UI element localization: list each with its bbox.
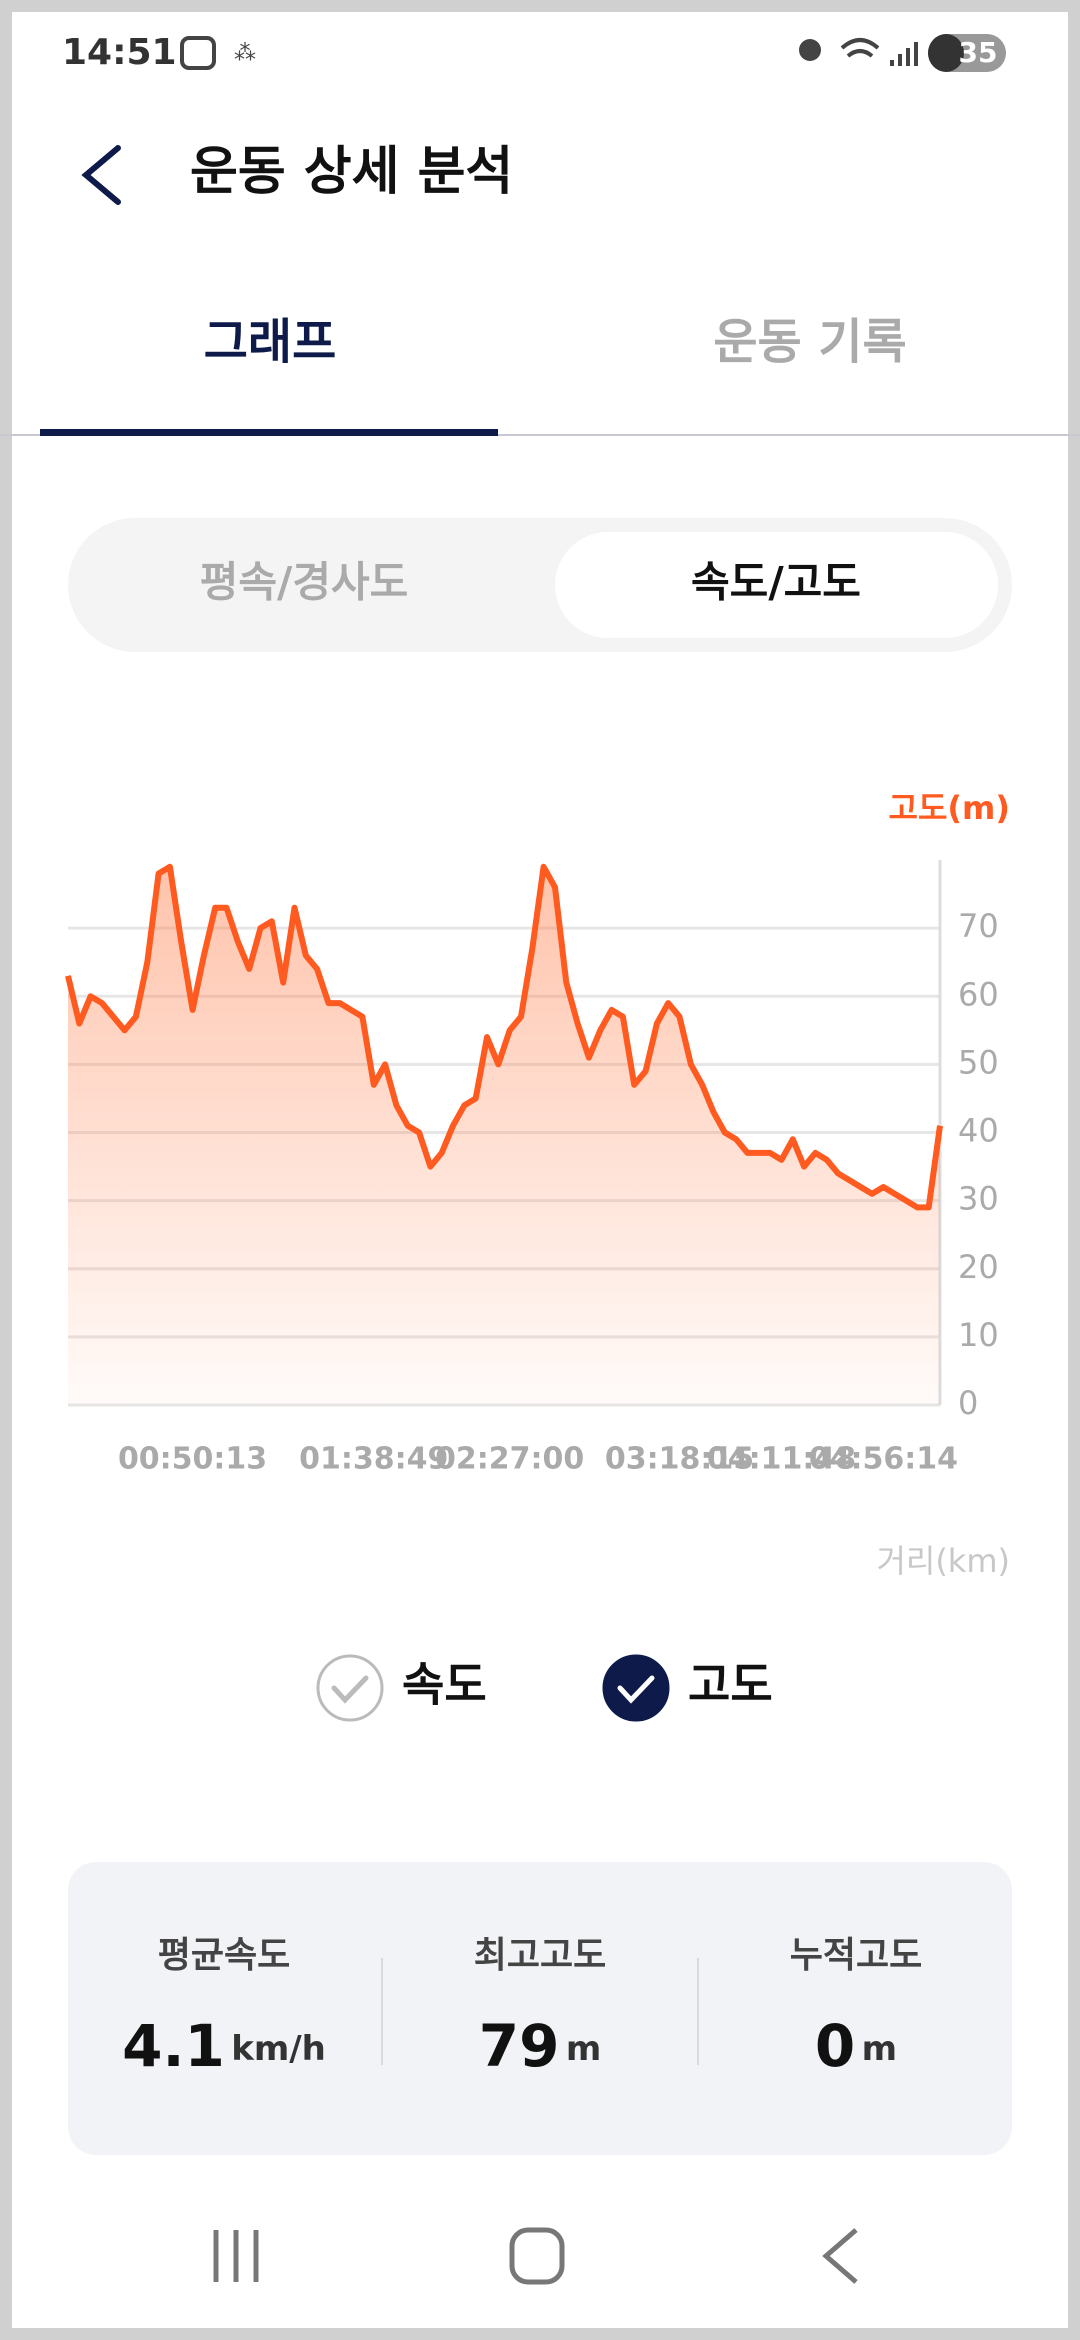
- toggle-label: 고도: [688, 1658, 773, 1712]
- x-tick-label: 01:38:49: [299, 1442, 448, 1477]
- stat-number: 79: [479, 2012, 560, 2080]
- wifi-icon: [840, 38, 880, 58]
- nav-back[interactable]: [822, 2228, 858, 2284]
- toggle[interactable]: 속도: [316, 1654, 487, 1722]
- stat-value: 4.1 km/h: [122, 2012, 326, 2080]
- nav-recent[interactable]: [213, 2230, 259, 2282]
- line: [65, 863, 943, 1211]
- stats-card: [68, 1862, 1012, 2155]
- stat-unit: km/h: [231, 2029, 326, 2069]
- tab[interactable]: 그래프: [204, 314, 336, 370]
- status-icon: ⁂: [234, 41, 256, 66]
- tab[interactable]: 운동 기록: [713, 314, 906, 370]
- y-tick-label: 40: [958, 1112, 999, 1150]
- check-mark: [617, 1675, 655, 1704]
- stat-value: 79 m: [479, 2012, 602, 2080]
- stat-label: 최고고도: [474, 1935, 606, 1976]
- location-icon: [799, 39, 821, 61]
- back-button[interactable]: [81, 145, 121, 205]
- tab-indicator: [40, 429, 498, 436]
- battery-text: 35: [959, 36, 998, 69]
- check-mark: [331, 1675, 369, 1704]
- signal-icon: [890, 42, 918, 66]
- stat-label: 평균속도: [158, 1935, 290, 1976]
- area: [68, 866, 940, 1405]
- stat-number: 0: [815, 2012, 855, 2080]
- stat-value: 0 m: [815, 2012, 897, 2080]
- toggle-check: [602, 1654, 670, 1722]
- segment[interactable]: 속도/고도: [691, 558, 861, 607]
- battery-level: [928, 34, 964, 72]
- toggle-check: [316, 1654, 384, 1722]
- y-tick-label: 0: [958, 1384, 978, 1422]
- x-axis-title: 거리(km): [876, 1542, 1010, 1580]
- segment-selected: [555, 532, 998, 638]
- x-tick-label: 00:50:13: [118, 1442, 267, 1477]
- stat-label: 누적고도: [790, 1935, 922, 1976]
- nav-home[interactable]: [509, 2227, 565, 2285]
- header-title: 운동 상세 분석: [190, 142, 513, 202]
- stat-number: 4.1: [122, 2012, 225, 2080]
- stat-unit: m: [862, 2029, 897, 2069]
- y-tick-label: 60: [958, 975, 999, 1013]
- stat-unit: m: [566, 2029, 601, 2069]
- y-axis-title: 고도(m): [889, 789, 1010, 827]
- status-time: 14:51: [62, 32, 177, 73]
- y-tick-label: 50: [958, 1043, 999, 1081]
- toggle[interactable]: 고도: [602, 1654, 773, 1722]
- segment[interactable]: 평속/경사도: [200, 558, 409, 607]
- x-tick-label: 04:11:48: [707, 1442, 856, 1477]
- x-tick-label: 02:27:00: [435, 1442, 584, 1477]
- y-tick-label: 10: [958, 1316, 999, 1354]
- toggle-label: 속도: [402, 1658, 487, 1712]
- status-icon: [180, 36, 216, 70]
- y-tick-label: 20: [958, 1248, 999, 1286]
- y-tick-label: 30: [958, 1180, 999, 1218]
- y-tick-label: 70: [958, 907, 999, 945]
- x-tick-label: 03:18:15: [605, 1442, 754, 1477]
- x-tick-label: 04:56:14: [809, 1442, 958, 1477]
